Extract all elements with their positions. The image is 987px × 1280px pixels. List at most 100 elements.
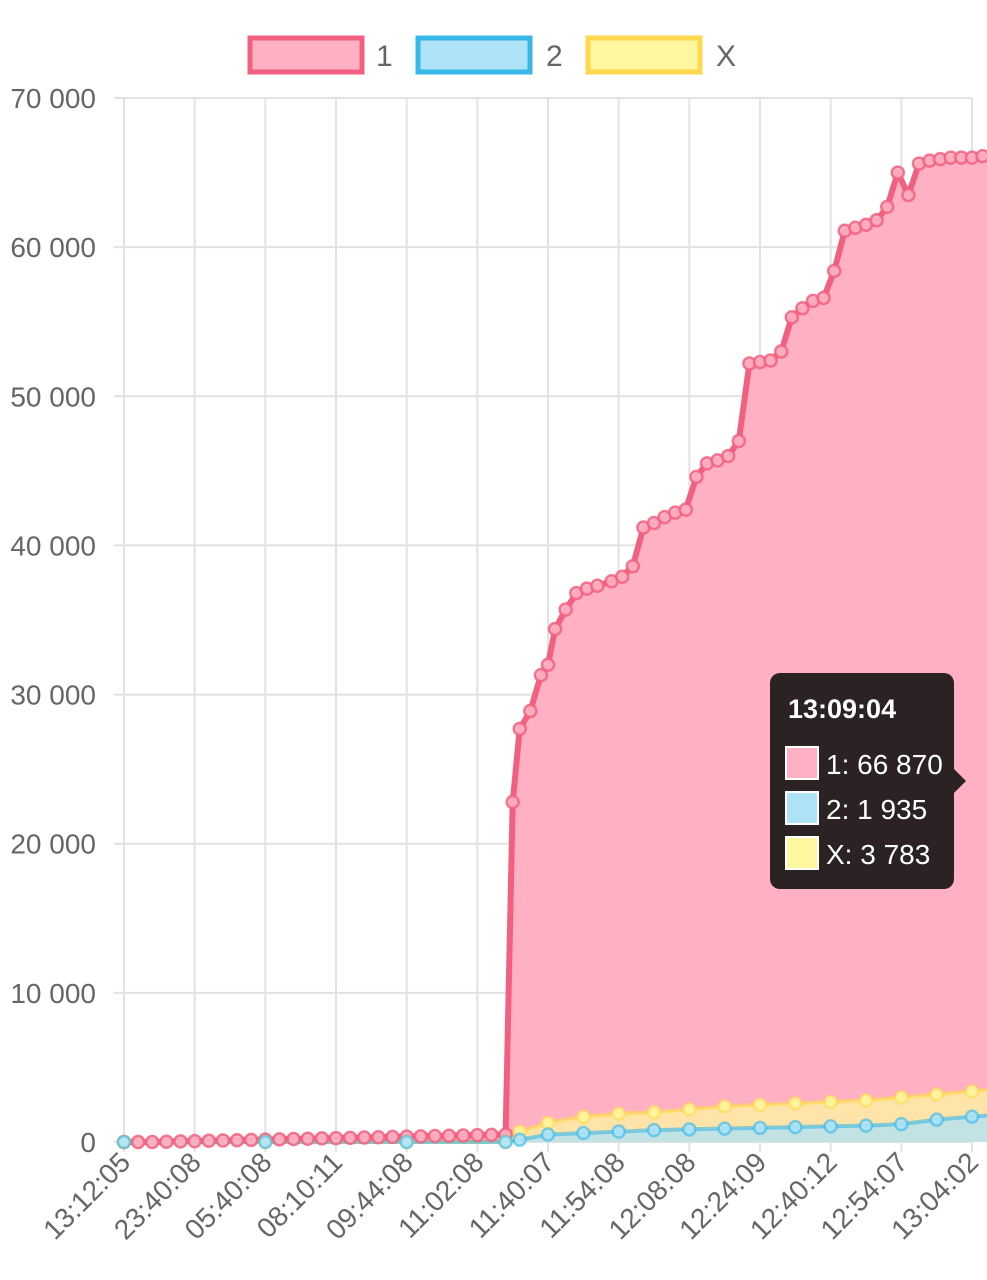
data-point <box>818 292 830 304</box>
data-point <box>542 1129 554 1141</box>
x-axis-labels: 13:12:0523:40:0805:40:0808:10:1109:44:08… <box>37 1146 984 1245</box>
tooltip: 13:09:04 1: 66 870 2: 1 935 X: 3 783 <box>770 673 966 889</box>
legend-swatch-2 <box>418 38 530 72</box>
legend-swatch-1 <box>250 38 362 72</box>
y-tick-label: 70 000 <box>10 83 96 114</box>
data-point <box>733 435 745 447</box>
data-point <box>549 623 561 635</box>
data-point <box>683 1123 695 1135</box>
data-point <box>524 705 536 717</box>
data-point <box>429 1130 441 1142</box>
data-point <box>372 1131 384 1143</box>
tooltip-swatch <box>786 747 818 779</box>
data-point <box>542 659 554 671</box>
data-point <box>871 214 883 226</box>
tooltip-title: 13:09:04 <box>788 694 896 724</box>
data-point <box>577 1111 589 1123</box>
tooltip-swatch <box>786 837 818 869</box>
data-point <box>775 346 787 358</box>
data-point <box>966 1085 978 1097</box>
data-point <box>273 1133 285 1145</box>
data-point <box>358 1132 370 1144</box>
legend: 1 2 X <box>250 38 736 73</box>
data-point <box>175 1135 187 1147</box>
data-point <box>616 571 628 583</box>
tooltip-item: 1: 66 870 <box>826 749 943 780</box>
data-point <box>613 1108 625 1120</box>
data-point <box>892 167 904 179</box>
data-point <box>316 1132 328 1144</box>
legend-swatch-X <box>588 38 700 72</box>
data-point <box>765 354 777 366</box>
data-point <box>977 150 987 162</box>
tooltip-item: 2: 1 935 <box>826 794 927 825</box>
y-tick-label: 10 000 <box>10 978 96 1009</box>
y-tick-label: 40 000 <box>10 530 96 561</box>
legend-label-2: 2 <box>546 40 563 73</box>
data-point <box>514 1134 526 1146</box>
data-point <box>895 1118 907 1130</box>
data-point <box>160 1136 172 1148</box>
data-point <box>722 450 734 462</box>
data-point <box>401 1136 413 1148</box>
data-point <box>259 1136 271 1148</box>
data-point <box>966 1111 978 1123</box>
y-tick-label: 60 000 <box>10 232 96 263</box>
data-point <box>754 1099 766 1111</box>
y-tick-label: 50 000 <box>10 381 96 412</box>
data-point <box>577 1127 589 1139</box>
data-point <box>443 1130 455 1142</box>
data-point <box>387 1131 399 1143</box>
data-point <box>457 1129 469 1141</box>
data-point <box>754 1122 766 1134</box>
data-point <box>825 1120 837 1132</box>
data-point <box>344 1132 356 1144</box>
data-point <box>881 201 893 213</box>
data-point <box>825 1096 837 1108</box>
data-point <box>203 1135 215 1147</box>
data-point <box>231 1134 243 1146</box>
y-tick-label: 20 000 <box>10 829 96 860</box>
legend-label-X: X <box>716 40 736 73</box>
y-tick-label: 30 000 <box>10 680 96 711</box>
data-point <box>514 723 526 735</box>
tooltip-swatch <box>786 792 818 824</box>
data-point <box>902 189 914 201</box>
data-point <box>931 1088 943 1100</box>
data-point <box>680 504 692 516</box>
data-point <box>690 471 702 483</box>
data-point <box>189 1135 201 1147</box>
y-axis-labels: 0 10 000 20 000 30 000 40 000 50 000 60 000 70 … <box>10 83 96 1158</box>
data-point <box>895 1091 907 1103</box>
y-tick-label: 0 <box>80 1127 96 1158</box>
data-point <box>330 1132 342 1144</box>
data-point <box>648 1124 660 1136</box>
data-point <box>613 1126 625 1138</box>
data-point <box>471 1129 483 1141</box>
data-point <box>719 1123 731 1135</box>
data-point <box>786 311 798 323</box>
data-point <box>245 1134 257 1146</box>
data-point <box>118 1136 130 1148</box>
data-point <box>591 580 603 592</box>
data-point <box>507 796 519 808</box>
data-point <box>288 1133 300 1145</box>
legend-label-1: 1 <box>376 40 393 73</box>
data-point <box>542 1117 554 1129</box>
data-point <box>302 1133 314 1145</box>
data-point <box>415 1130 427 1142</box>
data-point <box>860 1094 872 1106</box>
data-point <box>627 560 639 572</box>
data-point <box>931 1114 943 1126</box>
data-point <box>683 1103 695 1115</box>
data-point <box>719 1100 731 1112</box>
data-point <box>828 265 840 277</box>
data-point <box>789 1097 801 1109</box>
data-point <box>789 1121 801 1133</box>
tooltip-item: X: 3 783 <box>826 839 930 870</box>
data-point <box>648 1106 660 1118</box>
data-point <box>560 604 572 616</box>
data-point <box>217 1135 229 1147</box>
data-point <box>132 1136 144 1148</box>
